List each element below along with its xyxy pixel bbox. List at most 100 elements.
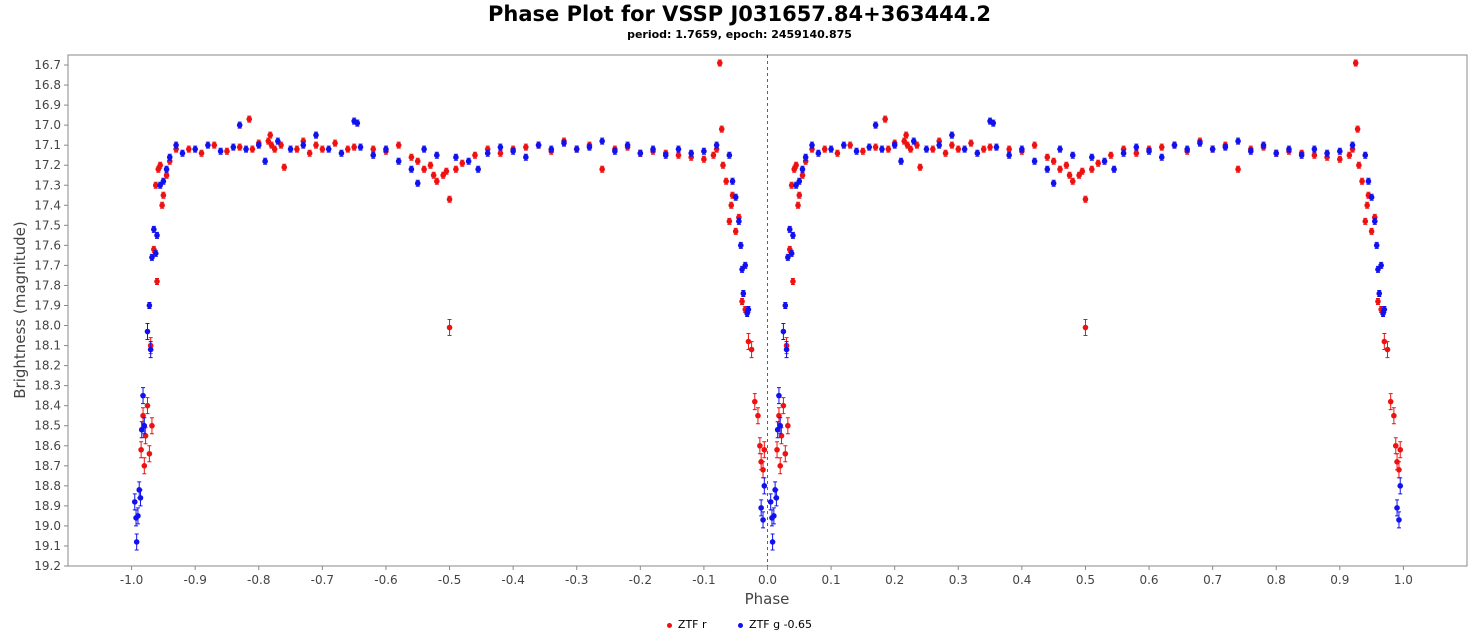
data-point (573, 146, 580, 152)
data-point (135, 513, 141, 519)
data-point (414, 180, 421, 187)
data-point (1368, 194, 1375, 201)
data-point (421, 146, 427, 152)
data-point (1044, 166, 1051, 173)
x-tick-label: 0.8 (1267, 573, 1286, 587)
legend-marker-red-dot (666, 622, 672, 628)
data-point (236, 144, 243, 150)
x-tick-label: -0.9 (183, 573, 206, 587)
data-point (726, 152, 733, 158)
data-point (243, 146, 249, 152)
data-point (1354, 126, 1361, 132)
data-point (726, 218, 733, 225)
data-point (133, 539, 140, 545)
data-point (357, 144, 364, 150)
x-tick-label: 0.4 (1012, 573, 1031, 587)
y-tick-label: 18.6 (34, 439, 61, 453)
x-tick-label: -0.6 (374, 573, 397, 587)
data-point (497, 144, 504, 150)
data-point (510, 148, 516, 154)
data-point (1095, 160, 1101, 167)
data-point (776, 392, 782, 399)
data-point (1376, 290, 1383, 297)
data-point (294, 146, 300, 152)
data-point (265, 138, 272, 144)
data-point (723, 178, 729, 185)
data-point (154, 278, 160, 285)
x-tick-label: -0.2 (629, 573, 652, 587)
data-point (785, 422, 791, 429)
y-tick-label: 18.1 (34, 339, 61, 353)
data-point (903, 132, 909, 138)
data-point (760, 467, 766, 473)
data-point (1089, 166, 1095, 173)
data-point (974, 150, 981, 156)
data-point (780, 402, 787, 409)
data-point (1031, 142, 1038, 148)
data-point (325, 146, 332, 152)
x-tick-label: -0.1 (692, 573, 715, 587)
data-point (561, 140, 567, 146)
chart-subtitle: period: 1.7659, epoch: 2459140.875 (627, 28, 852, 41)
data-point (802, 154, 809, 160)
chart-title: Phase Plot for VSSP J031657.84+363444.2 (488, 2, 991, 26)
data-point (662, 152, 669, 158)
data-point (990, 120, 997, 126)
data-point (745, 338, 752, 345)
data-point (780, 328, 787, 335)
data-point (799, 166, 806, 173)
data-point (675, 146, 682, 152)
data-point (249, 146, 256, 152)
data-point (785, 254, 791, 261)
legend-item-ztf-g: ZTF g -0.65 (738, 618, 812, 631)
data-point (262, 158, 268, 165)
y-tick-label: 18.0 (34, 319, 61, 333)
data-point (736, 218, 742, 225)
data-point (942, 150, 949, 156)
data-point (882, 116, 888, 122)
data-point (961, 146, 968, 152)
data-point (901, 138, 908, 144)
data-point (701, 156, 707, 163)
data-point (1063, 162, 1070, 169)
data-point (955, 146, 962, 152)
data-point (796, 178, 803, 185)
data-point (795, 202, 801, 209)
data-point (815, 150, 822, 156)
data-point (408, 166, 415, 173)
data-point (192, 146, 198, 152)
x-axis: -1.0 -0.9 -0.8 -0.7 -0.6 -0.5 -0.4 -0.3 -0.2 -0.1… (120, 566, 1413, 587)
data-point (885, 146, 892, 152)
data-point (1311, 146, 1318, 152)
data-point (138, 446, 144, 453)
data-point (790, 278, 796, 285)
data-point (523, 154, 529, 160)
data-point (313, 132, 319, 138)
data-point (949, 132, 955, 138)
data-point (1235, 138, 1241, 144)
data-point (599, 138, 605, 144)
data-point (1133, 150, 1140, 156)
data-point (370, 152, 377, 158)
data-point (1082, 196, 1089, 203)
data-point (993, 144, 1000, 150)
data-point (338, 150, 345, 156)
data-point (1260, 142, 1267, 148)
data-point (758, 505, 764, 511)
y-tick-label: 18.4 (34, 399, 61, 413)
data-point (427, 162, 434, 169)
data-point (866, 144, 873, 150)
data-point (728, 202, 735, 209)
data-point (599, 166, 605, 173)
data-point (778, 432, 785, 439)
data-point (1397, 446, 1404, 453)
data-point (1120, 150, 1127, 156)
y-tick-label: 19.2 (34, 559, 61, 573)
data-point (140, 412, 146, 419)
data-point (1006, 146, 1012, 152)
data-point (1247, 148, 1254, 154)
data-point (383, 146, 389, 152)
data-point (523, 144, 529, 150)
data-point (1222, 144, 1229, 150)
series-layer (131, 59, 1404, 551)
